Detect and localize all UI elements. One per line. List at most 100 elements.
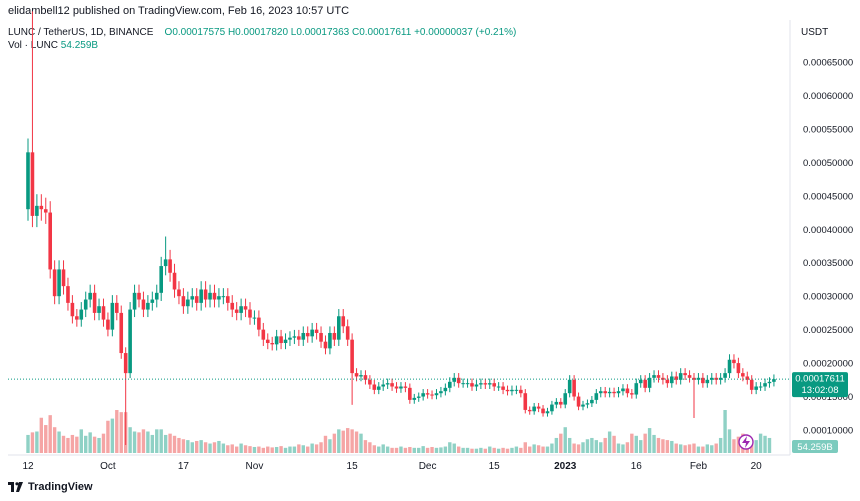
candle-body	[452, 377, 457, 382]
candle-body	[536, 406, 541, 409]
volume-bar	[590, 437, 594, 453]
volume-bar	[363, 440, 368, 453]
candle-body	[474, 384, 479, 387]
candle-body	[678, 373, 683, 380]
candle-body	[159, 266, 163, 293]
candle-body	[749, 379, 754, 390]
volume-bar	[332, 433, 337, 453]
candle-body	[372, 384, 377, 390]
volume-bar	[217, 440, 221, 453]
volume-bar	[550, 443, 554, 453]
volume-bar	[88, 432, 92, 453]
volume-bar	[505, 448, 510, 453]
candle-body	[763, 383, 767, 387]
candle-body	[709, 377, 714, 380]
volume-bar	[234, 446, 239, 453]
candle-body	[634, 383, 639, 395]
candle-body	[61, 269, 66, 287]
volume-bar	[474, 448, 479, 453]
volume-bar	[425, 447, 430, 453]
candle-body	[705, 379, 710, 384]
volume-bar	[115, 410, 119, 453]
candle-body	[647, 377, 652, 388]
candle-body	[612, 391, 616, 394]
y-tick-label: 0.00010000	[803, 426, 853, 437]
candle-body	[656, 375, 661, 378]
volume-bar	[279, 446, 283, 453]
candle-body	[487, 383, 492, 385]
candle-body	[172, 272, 177, 290]
volume-bar	[26, 434, 30, 453]
volume-bar	[727, 429, 732, 453]
volume-bar	[541, 446, 545, 453]
volume-bar	[625, 442, 630, 453]
candle-body	[465, 383, 470, 385]
volume-bar	[212, 442, 217, 453]
brand-name: TradingView	[28, 481, 93, 493]
candle-body	[341, 316, 346, 327]
volume-bar	[621, 444, 625, 453]
candle-body	[39, 205, 44, 210]
volume-bar	[492, 447, 496, 453]
volume-bar	[75, 436, 79, 453]
volume-bar	[372, 445, 377, 453]
volume-bar	[554, 437, 559, 453]
open-value: O0.00017575	[164, 27, 226, 38]
candle-body	[594, 393, 599, 400]
volume-bar	[399, 446, 403, 453]
candle-body	[186, 299, 190, 307]
volume-bar	[195, 440, 199, 453]
volume-bar	[119, 412, 123, 453]
volume-bar	[514, 446, 519, 453]
candle-body	[581, 404, 585, 407]
candle-body	[337, 316, 341, 340]
volume-bar	[465, 447, 470, 453]
candle-body	[101, 306, 106, 320]
volume-bar	[581, 442, 585, 453]
volume-bar	[274, 446, 279, 453]
candle-body	[234, 309, 239, 313]
x-tick-label: Oct	[100, 461, 116, 472]
candle-body	[154, 292, 159, 300]
volume-bar	[567, 437, 572, 453]
candle-body	[92, 292, 97, 313]
candle-body	[745, 376, 750, 380]
volume-bar	[261, 447, 266, 453]
candle-body	[567, 379, 572, 394]
candle-body	[221, 296, 226, 298]
volume-bar	[612, 435, 616, 453]
volume-bar	[661, 439, 665, 453]
y-tick-label: 0.00035000	[803, 258, 853, 269]
volume-bar	[128, 427, 132, 453]
volume-legend: Vol · LUNC 54.259B	[8, 40, 98, 51]
countdown-label: 13:02:08	[802, 385, 839, 396]
candle-body	[545, 411, 550, 414]
volume-bar	[639, 440, 643, 453]
candle-body	[239, 306, 243, 313]
y-tick-label: 0.00065000	[803, 58, 853, 69]
volume-bar	[634, 435, 638, 453]
candle-body	[163, 259, 168, 267]
volume-bar	[39, 417, 44, 453]
x-tick-label: 15	[489, 461, 501, 472]
candle-body	[146, 302, 150, 310]
volume-bar	[434, 447, 439, 453]
candle-body	[217, 296, 221, 300]
volume-bar	[523, 442, 527, 453]
candle-body	[408, 387, 412, 400]
candle-body	[314, 329, 319, 333]
volume-bar	[283, 447, 288, 453]
candle-body	[35, 205, 39, 216]
volume-bar	[79, 429, 83, 453]
volume-bar	[412, 447, 416, 453]
footer-brand: TradingView	[8, 481, 93, 493]
volume-bar	[479, 447, 483, 453]
candle-body	[48, 212, 52, 270]
candle-body	[310, 329, 314, 337]
volume-bar	[203, 442, 208, 453]
volume-bar	[368, 442, 372, 453]
candle-body	[394, 386, 399, 389]
candle-body	[479, 383, 483, 385]
volume-bar	[44, 425, 48, 453]
